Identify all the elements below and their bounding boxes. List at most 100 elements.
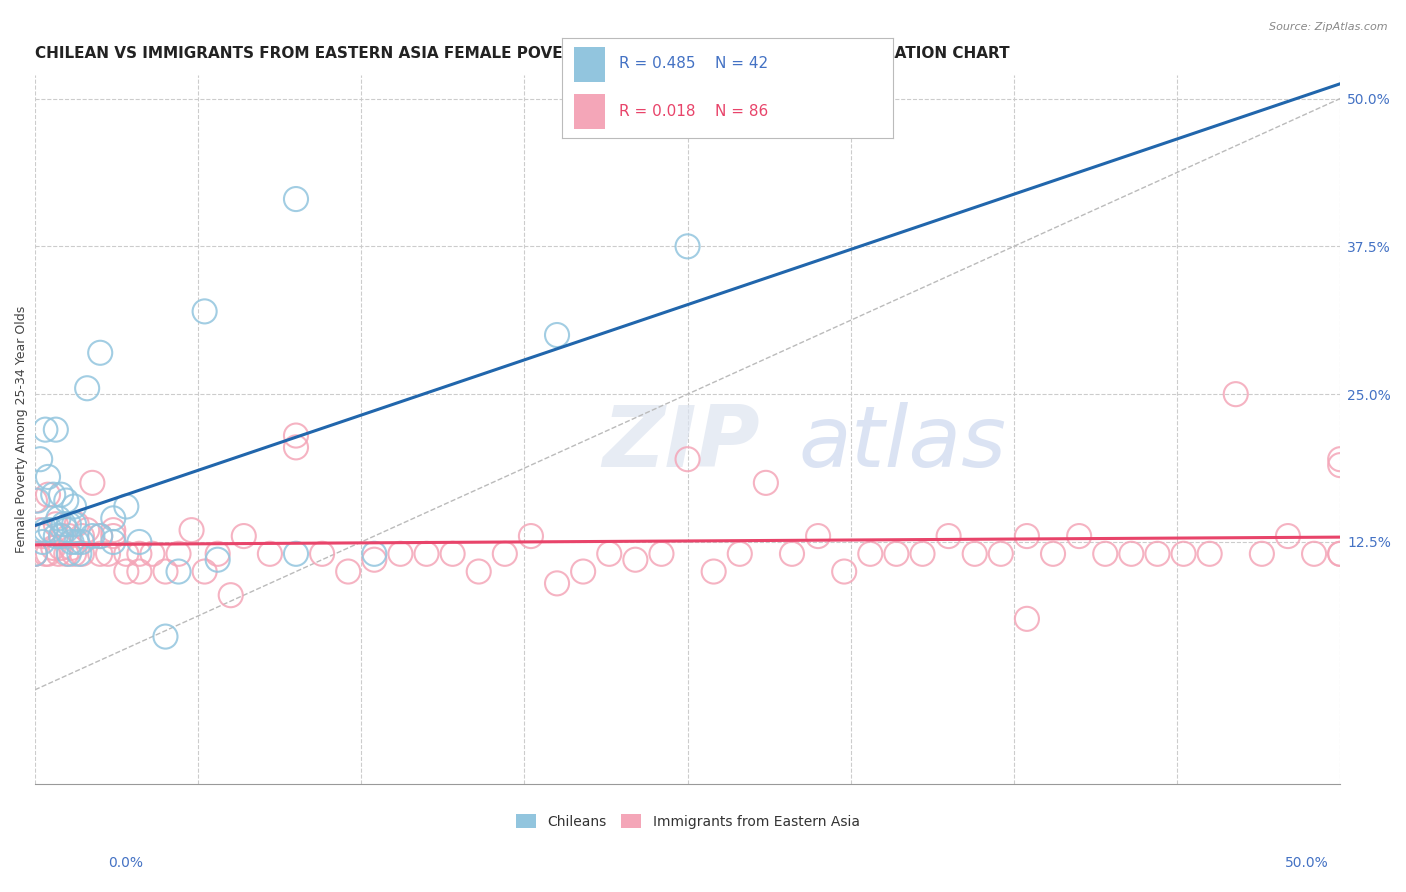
Point bbox=[30, 452, 52, 467]
Point bbox=[728, 547, 751, 561]
Point bbox=[207, 552, 229, 566]
Point bbox=[1094, 547, 1116, 561]
Point bbox=[207, 547, 229, 561]
Point bbox=[938, 529, 960, 543]
Point bbox=[859, 547, 882, 561]
Point bbox=[30, 523, 52, 537]
Point bbox=[70, 529, 93, 543]
Point bbox=[1146, 547, 1168, 561]
Point bbox=[37, 488, 59, 502]
Point bbox=[311, 547, 333, 561]
Point bbox=[42, 541, 65, 555]
Point bbox=[76, 523, 98, 537]
Point bbox=[886, 547, 908, 561]
Point bbox=[650, 547, 672, 561]
Point bbox=[232, 529, 254, 543]
Point bbox=[1329, 458, 1351, 472]
Point bbox=[37, 547, 59, 561]
Point bbox=[180, 523, 202, 537]
Point bbox=[39, 523, 62, 537]
Text: 0.0%: 0.0% bbox=[108, 856, 143, 870]
Point bbox=[1198, 547, 1220, 561]
Point bbox=[1173, 547, 1195, 561]
Point bbox=[194, 565, 217, 579]
Point bbox=[128, 565, 150, 579]
Point bbox=[337, 565, 360, 579]
Point bbox=[598, 547, 620, 561]
Text: Source: ZipAtlas.com: Source: ZipAtlas.com bbox=[1270, 22, 1388, 32]
Point bbox=[259, 547, 281, 561]
Point bbox=[115, 547, 138, 561]
Point bbox=[467, 565, 489, 579]
Point bbox=[37, 470, 59, 484]
Point bbox=[24, 547, 46, 561]
Point bbox=[48, 547, 70, 561]
Point bbox=[55, 493, 77, 508]
Point bbox=[24, 493, 46, 508]
Point bbox=[1042, 547, 1064, 561]
Point bbox=[285, 547, 308, 561]
Text: atlas: atlas bbox=[799, 402, 1007, 485]
Point bbox=[155, 565, 177, 579]
Point bbox=[990, 547, 1012, 561]
Point bbox=[60, 535, 83, 549]
Point bbox=[76, 381, 98, 395]
Text: R = 0.485    N = 42: R = 0.485 N = 42 bbox=[619, 56, 768, 71]
Point bbox=[48, 511, 70, 525]
Point bbox=[546, 328, 568, 343]
Point bbox=[807, 529, 830, 543]
Point bbox=[42, 488, 65, 502]
Point bbox=[1329, 547, 1351, 561]
Point bbox=[194, 304, 217, 318]
Point bbox=[703, 565, 725, 579]
Point bbox=[60, 541, 83, 555]
Point bbox=[89, 547, 111, 561]
Point bbox=[103, 529, 125, 543]
Point bbox=[963, 547, 986, 561]
Point bbox=[24, 547, 46, 561]
Point bbox=[624, 552, 647, 566]
Point bbox=[70, 547, 93, 561]
Point bbox=[441, 547, 464, 561]
Point bbox=[34, 523, 56, 537]
Point bbox=[58, 529, 80, 543]
Point bbox=[66, 535, 89, 549]
Point bbox=[89, 529, 111, 543]
Point bbox=[755, 475, 778, 490]
Point bbox=[520, 529, 543, 543]
Point bbox=[1069, 529, 1091, 543]
Point bbox=[55, 547, 77, 561]
Point bbox=[63, 547, 86, 561]
Point bbox=[780, 547, 803, 561]
Point bbox=[363, 547, 385, 561]
Point bbox=[89, 529, 111, 543]
Point bbox=[34, 423, 56, 437]
Y-axis label: Female Poverty Among 25-34 Year Olds: Female Poverty Among 25-34 Year Olds bbox=[15, 306, 28, 553]
Point bbox=[52, 517, 75, 532]
Point bbox=[63, 517, 86, 532]
Point bbox=[70, 535, 93, 549]
Point bbox=[55, 523, 77, 537]
Point bbox=[285, 441, 308, 455]
Point bbox=[49, 488, 72, 502]
Point bbox=[167, 565, 190, 579]
Point bbox=[676, 452, 699, 467]
Point bbox=[128, 547, 150, 561]
Point bbox=[415, 547, 437, 561]
Bar bbox=[574, 47, 606, 82]
Point bbox=[24, 547, 46, 561]
Point bbox=[363, 552, 385, 566]
Point bbox=[141, 547, 163, 561]
Point bbox=[546, 576, 568, 591]
Point bbox=[1303, 547, 1326, 561]
Point bbox=[1121, 547, 1143, 561]
Point bbox=[45, 517, 67, 532]
Text: R = 0.018    N = 86: R = 0.018 N = 86 bbox=[619, 103, 768, 119]
Point bbox=[167, 547, 190, 561]
Point bbox=[49, 541, 72, 555]
Point bbox=[103, 523, 125, 537]
Point bbox=[49, 529, 72, 543]
Point bbox=[67, 547, 90, 561]
Point bbox=[494, 547, 516, 561]
Point bbox=[128, 535, 150, 549]
